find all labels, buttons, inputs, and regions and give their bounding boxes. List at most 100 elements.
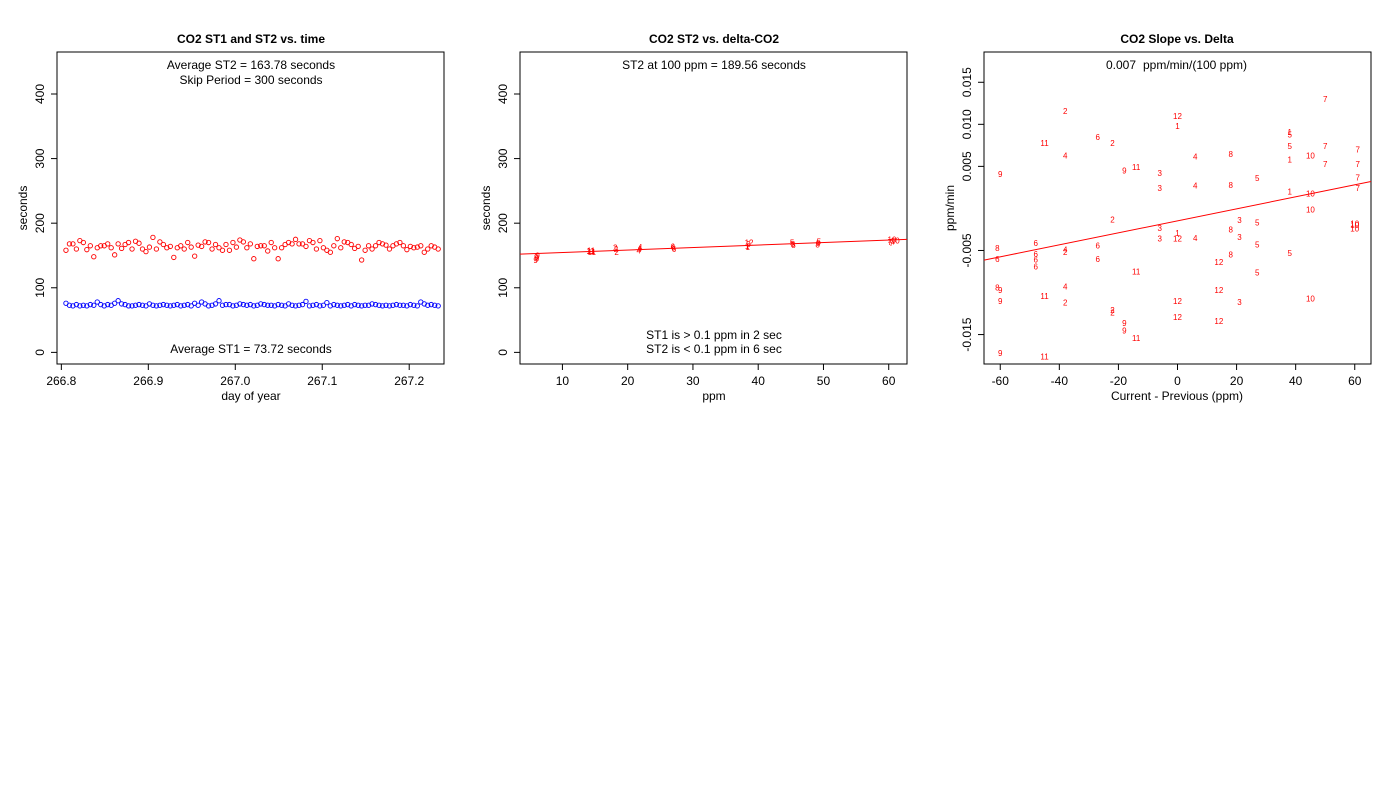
data-point	[376, 239, 382, 246]
data-point	[285, 239, 292, 246]
data-point	[209, 246, 215, 252]
data-point	[251, 303, 257, 309]
data-point-label: 6	[1033, 239, 1038, 248]
data-point-label: 5	[1288, 142, 1293, 151]
data-point	[341, 302, 347, 308]
data-point-label: 6	[1033, 256, 1038, 265]
data-point	[80, 239, 87, 246]
y-tick-label: 100	[496, 277, 510, 297]
data-point-label: 9	[534, 253, 539, 262]
data-point	[251, 256, 257, 262]
data-point	[303, 298, 309, 304]
data-point-label: 11	[1040, 352, 1049, 361]
data-point-label: 8	[1228, 181, 1233, 190]
x-tick-label: 0	[1174, 374, 1181, 388]
x-tick-label: 267.0	[220, 374, 250, 388]
data-point-label: 1	[746, 243, 751, 252]
data-point-label: 4	[1193, 182, 1198, 191]
data-point	[268, 239, 274, 246]
data-point	[150, 302, 156, 308]
data-point-label: 11	[1040, 139, 1049, 148]
data-point	[188, 244, 194, 250]
data-point	[254, 243, 260, 250]
data-point	[306, 303, 313, 309]
data-point-label: 5	[817, 237, 822, 246]
data-point	[285, 301, 292, 307]
data-point	[386, 246, 393, 252]
data-point-label: 9	[1122, 326, 1127, 335]
data-point	[261, 243, 267, 249]
data-point	[118, 245, 125, 252]
chart-panel-st-vs-time: CO2 ST1 and ST2 vs. time 266.8 266.9 267.0…	[16, 32, 445, 403]
data-point	[174, 301, 180, 308]
data-point	[223, 241, 229, 248]
x-axis-label: day of year	[221, 389, 280, 403]
data-point	[317, 237, 323, 244]
data-point	[414, 244, 420, 250]
data-point	[129, 303, 135, 309]
data-point	[425, 302, 431, 308]
data-point	[139, 302, 146, 308]
data-point	[94, 299, 100, 305]
data-point	[167, 243, 173, 250]
data-point	[348, 241, 354, 248]
chart-title: CO2 ST1 and ST2 vs. time	[177, 32, 325, 46]
y-tick-label: -0.005	[960, 233, 974, 267]
data-point-label: 9	[998, 349, 1003, 358]
data-point-label: 8	[1228, 150, 1233, 159]
data-point	[369, 246, 375, 252]
data-point	[313, 301, 320, 308]
data-point	[181, 246, 187, 252]
data-point	[327, 303, 333, 309]
data-point	[355, 302, 361, 308]
data-point	[212, 241, 219, 248]
data-point	[70, 303, 76, 309]
chart-panel-st2-vs-delta: CO2 ST2 vs. delta-CO2 10 20 30 40 50 60 0 100 20…	[479, 32, 908, 403]
data-point	[411, 302, 417, 308]
data-point-label: 7	[1323, 160, 1328, 169]
data-point-label: 2	[1110, 215, 1115, 224]
data-point	[372, 243, 379, 249]
data-point-label: 7	[1355, 160, 1360, 169]
data-point-label: 3	[1237, 216, 1242, 225]
data-point-label: 10	[1306, 294, 1315, 303]
data-point-label: 6	[672, 245, 677, 254]
data-point-label: 1	[1175, 122, 1180, 131]
data-point	[205, 303, 212, 309]
data-point-label: 12	[1173, 112, 1182, 121]
data-point-label: 6	[671, 244, 676, 253]
x-axis-label: Current - Previous (ppm)	[1111, 389, 1243, 403]
data-point-label: 11	[1132, 334, 1141, 343]
annotation-st2-at-100ppm: ST2 at 100 ppm = 189.56 seconds	[622, 58, 806, 72]
data-point	[105, 301, 111, 308]
data-point	[219, 247, 226, 253]
data-point	[362, 247, 368, 253]
data-point	[77, 303, 83, 309]
annotation-average-st2: Average ST2 = 163.78 seconds	[167, 58, 335, 72]
data-point-label: 5	[1288, 249, 1293, 258]
chart-title: CO2 ST2 vs. delta-CO2	[649, 32, 779, 46]
data-point-label: 12	[1214, 258, 1223, 267]
data-point-label: 11	[586, 247, 595, 256]
data-point	[397, 302, 403, 308]
data-point	[365, 302, 372, 308]
data-point	[101, 303, 107, 309]
data-point-label: 2	[613, 244, 618, 253]
data-point	[164, 302, 170, 308]
data-point	[376, 302, 382, 308]
data-point	[435, 303, 441, 309]
data-point	[258, 243, 264, 249]
data-point-label: 4	[1193, 234, 1198, 243]
data-point-label: 9	[535, 255, 540, 264]
x-tick-label: 266.9	[133, 374, 163, 388]
data-point-label: 3	[1237, 233, 1242, 242]
annotation-slope-unit: ppm/min/(100 ppm)	[1143, 58, 1247, 72]
data-point-label: 12	[1173, 235, 1182, 244]
data-point	[414, 303, 420, 309]
annotation-slope-value: 0.007	[1106, 58, 1136, 72]
data-point-label: 1	[1288, 156, 1293, 165]
data-point	[112, 252, 118, 258]
data-point	[66, 302, 73, 308]
